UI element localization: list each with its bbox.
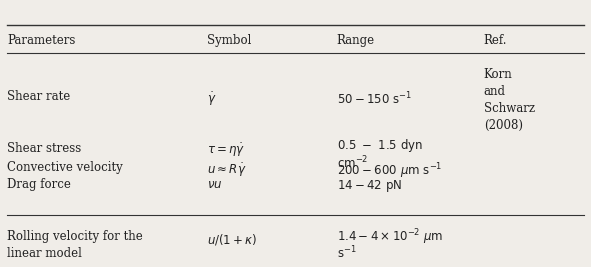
Text: Shear rate: Shear rate xyxy=(7,90,70,103)
Text: Shear stress: Shear stress xyxy=(7,142,82,155)
Text: Parameters: Parameters xyxy=(7,34,76,47)
Text: Korn
and
Schwarz
(2008): Korn and Schwarz (2008) xyxy=(483,68,535,132)
Text: Rolling velocity for the
linear model: Rolling velocity for the linear model xyxy=(7,230,143,260)
Text: $\mathrm{s}^{-1}$: $\mathrm{s}^{-1}$ xyxy=(337,245,356,262)
Text: $\nu u$: $\nu u$ xyxy=(207,178,223,191)
Text: $\tau = \eta\dot{\gamma}$: $\tau = \eta\dot{\gamma}$ xyxy=(207,142,246,159)
Text: $200 - 600\ \mu\mathrm{m\ s}^{-1}$: $200 - 600\ \mu\mathrm{m\ s}^{-1}$ xyxy=(337,161,442,181)
Text: Ref.: Ref. xyxy=(483,34,507,47)
Text: $0.5\ -\ 1.5\ \mathrm{dyn}$: $0.5\ -\ 1.5\ \mathrm{dyn}$ xyxy=(337,137,423,154)
Text: Symbol: Symbol xyxy=(207,34,252,47)
Text: Convective velocity: Convective velocity xyxy=(7,161,123,174)
Text: Drag force: Drag force xyxy=(7,178,71,191)
Text: $u/(1+\kappa)$: $u/(1+\kappa)$ xyxy=(207,232,258,247)
Text: Range: Range xyxy=(337,34,375,47)
Text: $1.4 - 4 \times 10^{-2}\ \mu\mathrm{m}$: $1.4 - 4 \times 10^{-2}\ \mu\mathrm{m}$ xyxy=(337,227,443,247)
Text: $\mathrm{cm}^{-2}$: $\mathrm{cm}^{-2}$ xyxy=(337,155,368,171)
Text: $14 - 42\ \mathrm{pN}$: $14 - 42\ \mathrm{pN}$ xyxy=(337,178,402,194)
Text: $50 - 150\ \mathrm{s}^{-1}$: $50 - 150\ \mathrm{s}^{-1}$ xyxy=(337,90,412,107)
Text: $u \approx R\dot{\gamma}$: $u \approx R\dot{\gamma}$ xyxy=(207,161,247,179)
Text: $\dot{\gamma}$: $\dot{\gamma}$ xyxy=(207,90,217,108)
